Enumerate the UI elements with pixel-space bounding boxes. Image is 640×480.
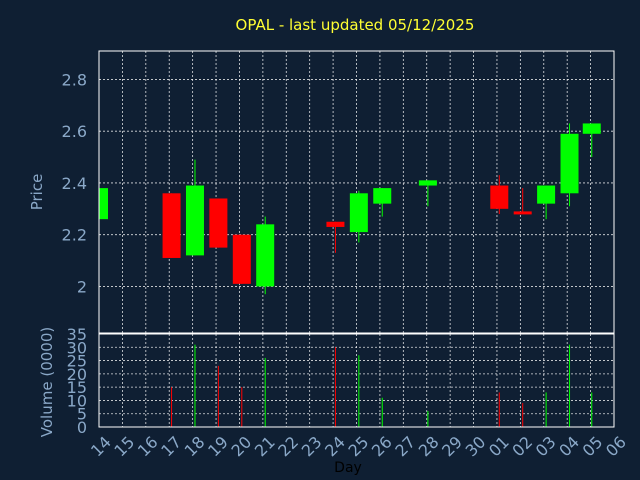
price-panel: 2 2.2 2.4 2.6 2.8 — [62, 50, 615, 334]
candle-body — [209, 198, 228, 248]
candle-body — [373, 188, 392, 204]
price-tick-label: 2.8 — [62, 70, 87, 89]
x-axis-label: Day — [334, 460, 362, 476]
candle-body — [418, 180, 437, 186]
chart-title: OPAL - last updated 05/12/2025 — [236, 16, 475, 34]
volume-tick-label: 15 — [67, 378, 87, 397]
price-plot-frame — [98, 50, 615, 334]
candle-body — [537, 185, 556, 204]
candle-body — [185, 185, 204, 256]
volume-tick-label: 20 — [67, 365, 87, 384]
candle-body — [256, 224, 275, 287]
price-tick-label: 2.2 — [62, 226, 87, 245]
candle-body — [349, 193, 368, 233]
candle-body — [99, 188, 108, 220]
volume-axis-label: Volume (0000) — [38, 327, 56, 437]
price-tick-label: 2.4 — [62, 174, 87, 193]
x-axis-ticks: 1415161718192021222324252627282930010203… — [87, 432, 630, 460]
candle-body — [162, 193, 181, 258]
volume-tick-label: 35 — [67, 325, 87, 344]
volume-tick-label: 5 — [77, 405, 87, 424]
candle-body — [582, 123, 601, 134]
volume-plot-frame — [98, 333, 615, 428]
volume-tick-label: 25 — [67, 352, 87, 371]
volume-tick-label: 10 — [67, 391, 87, 410]
volume-tick-label: 0 — [77, 418, 87, 437]
candle-body — [326, 221, 345, 227]
price-axis-label: Price — [28, 174, 46, 211]
price-tick-label: 2 — [77, 277, 87, 296]
candle-body — [490, 185, 509, 209]
candle-body — [513, 211, 532, 215]
volume-tick-label: 30 — [67, 338, 87, 357]
price-tick-label: 2.6 — [62, 122, 87, 141]
x-tick-label: 06 — [602, 432, 630, 460]
candle-body — [232, 234, 251, 284]
candle-body — [560, 133, 579, 194]
